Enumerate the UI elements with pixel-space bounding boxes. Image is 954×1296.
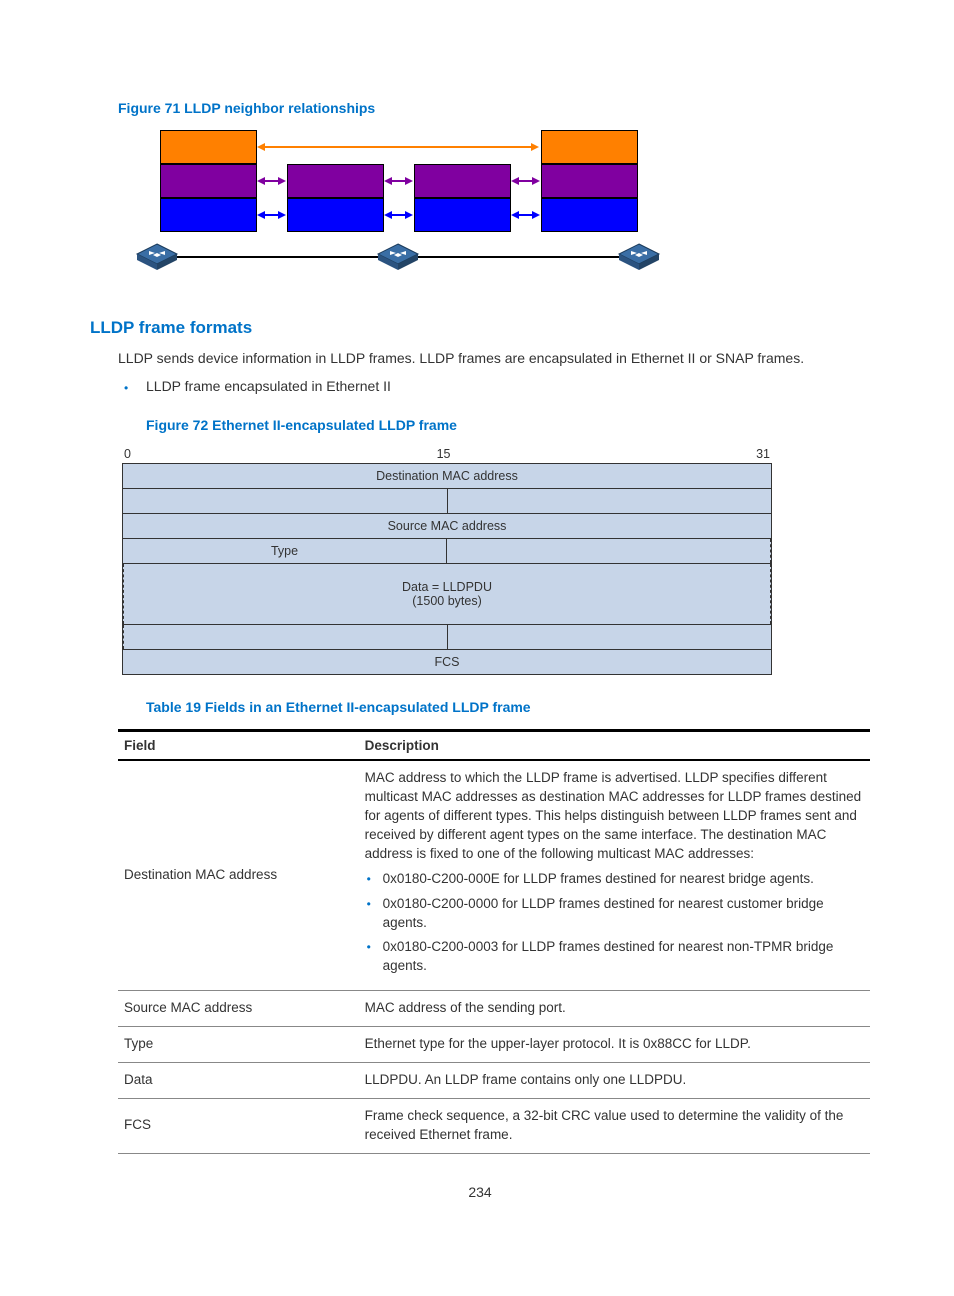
frame-field: FCS xyxy=(123,650,771,674)
cell-desc: Frame check sequence, a 32-bit CRC value… xyxy=(359,1098,870,1153)
bit-mid: 15 xyxy=(437,447,451,461)
figure72-caption: Figure 72 Ethernet II-encapsulated LLDP … xyxy=(146,417,870,433)
arrow-orange xyxy=(263,146,533,148)
list-item: 0x0180-C200-0000 for LLDP frames destine… xyxy=(365,895,864,933)
frame-field: Source MAC address xyxy=(123,514,771,538)
cell-field: Type xyxy=(118,1027,359,1063)
figure71-caption: Figure 71 LLDP neighbor relationships xyxy=(118,100,870,116)
table-row: Data LLDPDU. An LLDP frame contains only… xyxy=(118,1062,870,1098)
frame-field: Type xyxy=(123,539,447,563)
frame-field-empty xyxy=(123,489,448,513)
bit-left: 0 xyxy=(124,447,131,461)
block-orange xyxy=(541,130,638,164)
frame-data-sub: (1500 bytes) xyxy=(128,594,766,608)
arrow-blue xyxy=(263,214,280,216)
cell-desc: MAC address of the sending port. xyxy=(359,991,870,1027)
desc-text: MAC address to which the LLDP frame is a… xyxy=(365,770,861,861)
block-blue xyxy=(287,198,384,232)
switch-icon xyxy=(617,242,661,272)
frame-field-empty xyxy=(123,625,448,649)
cell-desc: LLDPDU. An LLDP frame contains only one … xyxy=(359,1062,870,1098)
table-row: Source MAC address MAC address of the se… xyxy=(118,991,870,1027)
frame-data-label: Data = LLDPDU xyxy=(128,580,766,594)
list-item: 0x0180-C200-0003 for LLDP frames destine… xyxy=(365,938,864,976)
list-item: LLDP frame encapsulated in Ethernet II xyxy=(118,376,870,397)
block-blue xyxy=(541,198,638,232)
col-desc: Description xyxy=(359,731,870,761)
switch-icon xyxy=(376,242,420,272)
table-row: Destination MAC address MAC address to w… xyxy=(118,760,870,990)
page-number: 234 xyxy=(90,1184,870,1200)
figure71-diagram xyxy=(130,130,670,290)
cell-field: Source MAC address xyxy=(118,991,359,1027)
switch-icon xyxy=(135,242,179,272)
block-orange xyxy=(160,130,257,164)
block-purple xyxy=(414,164,511,198)
table-row: Type Ethernet type for the upper-layer p… xyxy=(118,1027,870,1063)
frame-field: Destination MAC address xyxy=(123,464,771,488)
arrow-purple xyxy=(517,180,534,182)
frame-field-data: Data = LLDPDU (1500 bytes) xyxy=(123,564,771,624)
block-purple xyxy=(160,164,257,198)
cell-desc: MAC address to which the LLDP frame is a… xyxy=(359,760,870,990)
fields-table: Field Description Destination MAC addres… xyxy=(118,729,870,1153)
cell-field: FCS xyxy=(118,1098,359,1153)
block-purple xyxy=(287,164,384,198)
bullet-list: LLDP frame encapsulated in Ethernet II xyxy=(118,376,870,397)
desc-bullets: 0x0180-C200-000E for LLDP frames destine… xyxy=(365,870,864,976)
frame-field-empty xyxy=(448,489,772,513)
block-blue xyxy=(414,198,511,232)
block-purple xyxy=(541,164,638,198)
arrow-purple xyxy=(263,180,280,182)
bit-labels: 0 15 31 xyxy=(122,447,772,463)
cell-desc: Ethernet type for the upper-layer protoc… xyxy=(359,1027,870,1063)
intro-text: LLDP sends device information in LLDP fr… xyxy=(118,348,870,368)
list-item: 0x0180-C200-000E for LLDP frames destine… xyxy=(365,870,864,889)
bit-right: 31 xyxy=(756,447,770,461)
figure72-diagram: 0 15 31 Destination MAC address Source M… xyxy=(122,447,772,675)
section-heading: LLDP frame formats xyxy=(90,318,870,338)
frame-field-empty xyxy=(448,625,771,649)
arrow-blue xyxy=(517,214,534,216)
cell-field: Destination MAC address xyxy=(118,760,359,990)
block-blue xyxy=(160,198,257,232)
arrow-purple xyxy=(390,180,407,182)
table-header-row: Field Description xyxy=(118,731,870,761)
cell-field: Data xyxy=(118,1062,359,1098)
table19-caption: Table 19 Fields in an Ethernet II-encaps… xyxy=(146,699,870,715)
page-content: Figure 71 LLDP neighbor relationships xyxy=(0,0,954,1240)
table-row: FCS Frame check sequence, a 32-bit CRC v… xyxy=(118,1098,870,1153)
arrow-blue xyxy=(390,214,407,216)
frame-field-empty xyxy=(447,539,771,563)
col-field: Field xyxy=(118,731,359,761)
